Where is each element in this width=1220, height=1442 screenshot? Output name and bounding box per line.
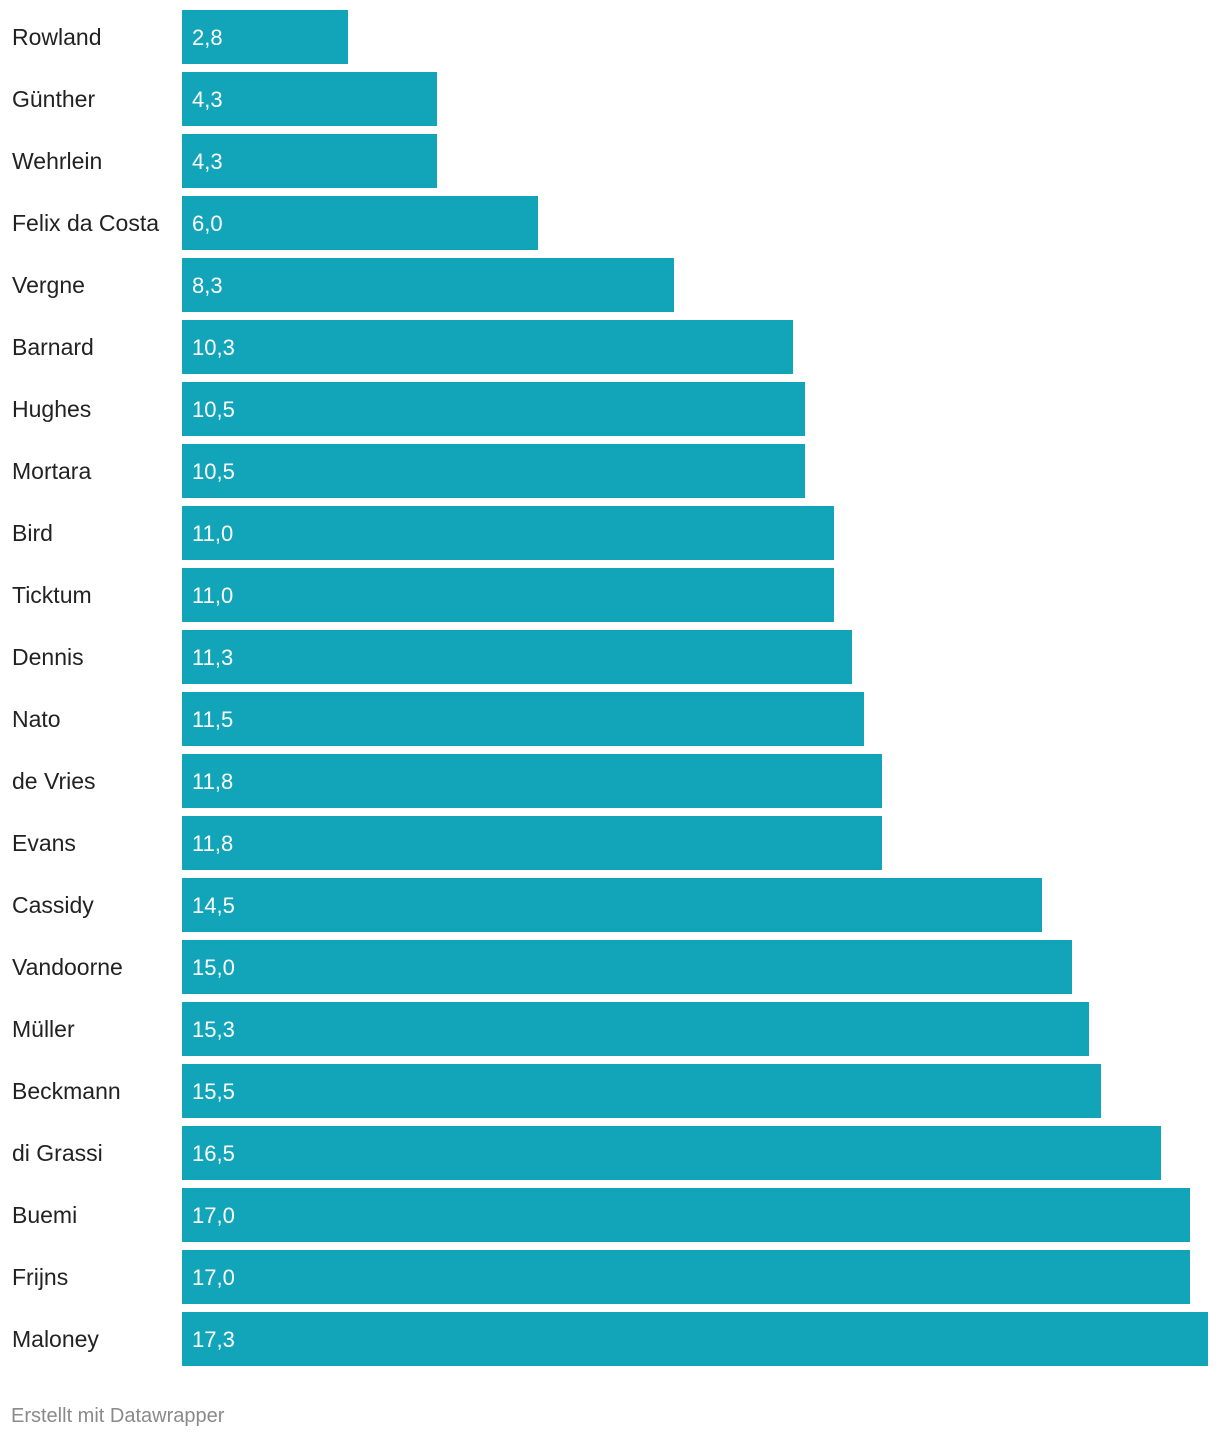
category-label: Barnard (12, 334, 94, 360)
bar (182, 382, 805, 436)
value-label: 8,3 (192, 273, 223, 298)
bar (182, 72, 437, 126)
category-label: Hughes (12, 396, 91, 422)
value-label: 11,3 (192, 645, 233, 670)
value-label: 15,0 (192, 955, 235, 980)
category-label: Wehrlein (12, 148, 102, 174)
value-label: 15,5 (192, 1079, 235, 1104)
category-label: Frijns (12, 1264, 68, 1290)
bar (182, 878, 1042, 932)
category-label: Ticktum (12, 582, 92, 608)
bar (182, 630, 852, 684)
value-label: 11,8 (192, 769, 233, 794)
category-label: Müller (12, 1016, 75, 1042)
value-label: 4,3 (192, 149, 223, 174)
category-label: Evans (12, 830, 76, 856)
category-label: Bird (12, 520, 53, 546)
category-label: Felix da Costa (12, 210, 159, 236)
value-label: 10,5 (192, 397, 235, 422)
bar (182, 1188, 1190, 1242)
category-label: Mortara (12, 458, 91, 484)
value-label: 2,8 (192, 25, 223, 50)
bar (182, 692, 864, 746)
bar (182, 754, 882, 808)
value-label: 17,0 (192, 1203, 235, 1228)
bar (182, 506, 834, 560)
bar (182, 1250, 1190, 1304)
value-label: 6,0 (192, 211, 223, 236)
category-label: Nato (12, 706, 61, 732)
category-label: Dennis (12, 644, 84, 670)
category-label: Günther (12, 86, 95, 112)
value-label: 17,3 (192, 1327, 235, 1352)
bar (182, 940, 1072, 994)
bar (182, 196, 538, 250)
value-label: 10,5 (192, 459, 235, 484)
bar (182, 258, 674, 312)
category-label: de Vries (12, 768, 96, 794)
bar (182, 1312, 1208, 1366)
value-label: 11,0 (192, 583, 233, 608)
bar (182, 816, 882, 870)
value-label: 11,0 (192, 521, 233, 546)
category-label: Beckmann (12, 1078, 121, 1104)
bar (182, 444, 805, 498)
value-label: 11,8 (192, 831, 233, 856)
bar (182, 10, 348, 64)
value-label: 4,3 (192, 87, 223, 112)
category-label: Vergne (12, 272, 85, 298)
bar (182, 320, 793, 374)
category-label: Cassidy (12, 892, 94, 918)
bar (182, 1002, 1089, 1056)
category-label: Maloney (12, 1326, 99, 1352)
bar (182, 568, 834, 622)
datawrapper-credit: Erstellt mit Datawrapper (11, 1405, 225, 1427)
value-label: 11,5 (192, 707, 233, 732)
category-label: Rowland (12, 24, 102, 50)
bar-chart: Rowland 2,8 Günther 4,3 Wehrlein 4,3 Felix da … (12, 10, 1208, 1366)
value-label: 17,0 (192, 1265, 235, 1290)
category-label: Buemi (12, 1202, 77, 1228)
category-label: Vandoorne (12, 954, 123, 980)
value-label: 10,3 (192, 335, 235, 360)
value-label: 14,5 (192, 893, 235, 918)
bar (182, 134, 437, 188)
bar (182, 1126, 1161, 1180)
value-label: 16,5 (192, 1141, 235, 1166)
value-label: 15,3 (192, 1017, 235, 1042)
bar (182, 1064, 1101, 1118)
category-label: di Grassi (12, 1140, 103, 1166)
